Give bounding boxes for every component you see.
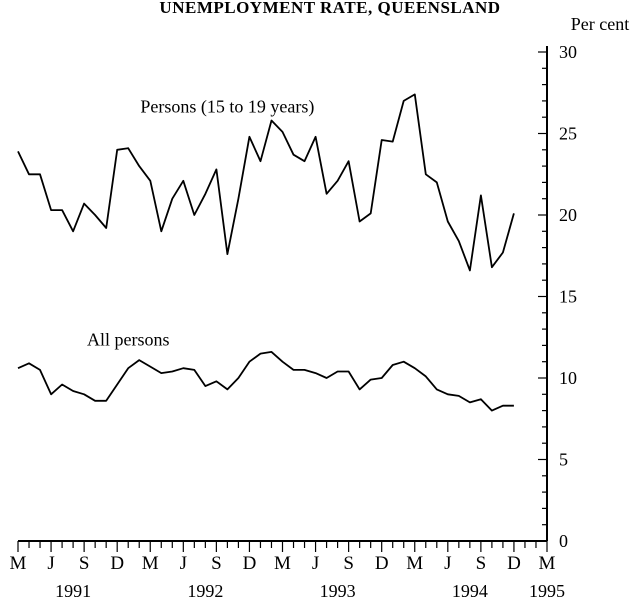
y-tick-label: 15 (559, 287, 577, 307)
x-tick-label: D (243, 553, 257, 574)
series-line-0 (17, 93, 515, 272)
y-axis-unit-label: Per cent (571, 14, 629, 34)
x-tick-label: D (375, 553, 389, 574)
chart-title: UNEMPLOYMENT RATE, QUEENSLAND (159, 0, 500, 17)
series-label-0: Persons (15 to 19 years) (140, 96, 314, 117)
series-line-1 (17, 350, 514, 412)
x-tick-label: J (444, 553, 451, 574)
y-tick-label: 10 (559, 368, 577, 388)
x-tick-label: D (507, 553, 521, 574)
x-year-label: 1992 (187, 581, 223, 601)
x-tick-label: J (312, 553, 319, 574)
y-tick-label: 0 (559, 531, 568, 551)
x-tick-label: S (343, 553, 354, 574)
x-tick-label: D (110, 553, 124, 574)
x-tick-label: J (47, 553, 54, 574)
x-year-label: 1995 (529, 581, 565, 601)
series-layer (17, 93, 515, 412)
x-tick-label: S (79, 553, 90, 574)
x-tick-label: M (274, 553, 291, 574)
y-tick-label: 5 (559, 450, 568, 470)
x-year-label: 1991 (55, 581, 91, 601)
x-tick-label: M (539, 553, 556, 574)
x-tick-label: J (180, 553, 187, 574)
y-tick-label: 25 (559, 124, 577, 144)
x-tick-label: S (476, 553, 487, 574)
y-tick-label: 20 (559, 205, 577, 225)
series-labels: Persons (15 to 19 years) All persons (87, 96, 314, 349)
x-tick-label: M (142, 553, 159, 574)
y-tick-label: 30 (559, 42, 577, 62)
series-label-1: All persons (87, 329, 170, 349)
x-year-label: 1994 (452, 581, 488, 601)
y-axis: 0 5 10 15 20 25 30 (538, 42, 577, 551)
x-tick-label: M (406, 553, 423, 574)
x-year-label: 1993 (320, 581, 356, 601)
x-tick-label: S (211, 553, 222, 574)
x-tick-label: M (10, 553, 27, 574)
